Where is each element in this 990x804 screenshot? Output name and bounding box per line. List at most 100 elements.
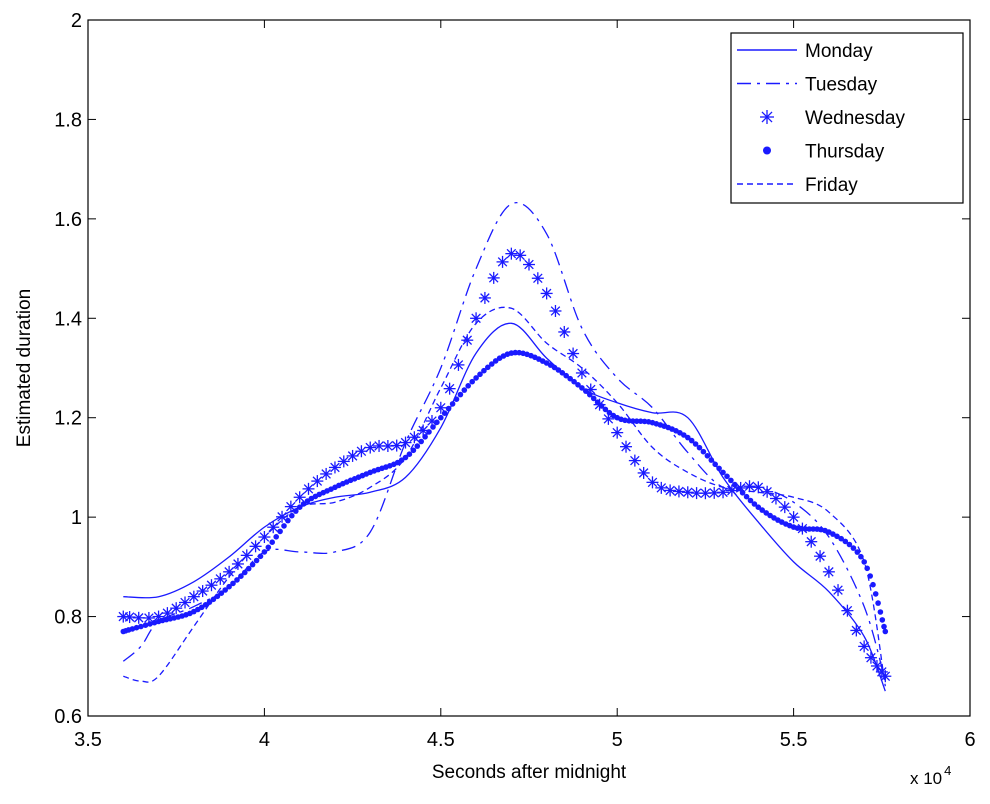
series-wednesday-marker <box>540 287 553 300</box>
series-thursday-marker <box>681 432 687 438</box>
series-thursday-marker <box>587 391 593 398</box>
series-thursday-marker <box>449 401 456 407</box>
series-wednesday-marker <box>531 272 544 285</box>
legend-swatch-thursday <box>763 146 771 155</box>
series-thursday-marker <box>590 395 597 402</box>
series-thursday-marker <box>700 448 707 455</box>
series-thursday-marker <box>571 378 577 385</box>
series-wednesday-marker <box>505 247 518 260</box>
series-thursday-marker <box>720 469 726 476</box>
series-thursday-marker <box>281 523 287 529</box>
series-wednesday-marker <box>690 487 703 500</box>
series-thursday-marker <box>234 577 240 583</box>
series-thursday-marker <box>598 403 605 409</box>
series-thursday-marker <box>249 561 256 568</box>
series-thursday-marker <box>422 434 428 440</box>
series-thursday-marker <box>206 599 213 605</box>
legend-swatch-wednesday <box>760 110 774 124</box>
series-wednesday-marker <box>655 481 668 494</box>
y-tick-label: 1 <box>71 507 82 529</box>
series-thursday-marker <box>716 465 722 472</box>
series-wednesday-marker <box>461 334 474 347</box>
y-tick-label: 1.6 <box>54 209 82 231</box>
series-thursday-marker <box>806 526 813 532</box>
series-wednesday-marker <box>628 454 641 467</box>
series-wednesday-marker <box>355 445 368 458</box>
series-wednesday-marker <box>752 481 765 494</box>
series-thursday-marker <box>489 361 495 367</box>
series-thursday-marker <box>838 535 844 542</box>
series-wednesday-marker <box>364 441 377 454</box>
series-wednesday-marker <box>717 486 730 499</box>
series-thursday-marker <box>273 534 280 540</box>
series-wednesday-marker <box>558 325 571 338</box>
series-wednesday-marker <box>187 590 200 603</box>
series-thursday-marker <box>253 557 260 564</box>
series-wednesday-marker <box>870 659 883 672</box>
series-wednesday-marker <box>778 501 791 514</box>
series-thursday-marker <box>218 590 225 596</box>
series-thursday-marker <box>877 609 884 615</box>
series-thursday-marker <box>696 444 703 451</box>
x-tick-label: 4.5 <box>427 729 455 751</box>
series-thursday-marker <box>747 497 754 504</box>
series-wednesday-marker <box>328 461 341 474</box>
series-wednesday-marker <box>822 565 835 578</box>
series-thursday-marker <box>602 406 609 413</box>
series-wednesday-marker <box>311 475 324 488</box>
series-thursday-marker <box>277 528 283 535</box>
series-thursday-marker <box>438 414 444 421</box>
series-wednesday-marker <box>132 611 145 624</box>
series-thursday-marker <box>872 591 879 597</box>
series-wednesday-marker <box>214 572 227 585</box>
series-thursday-marker <box>739 490 746 496</box>
series-thursday-marker <box>567 375 573 382</box>
series-thursday-marker <box>759 507 765 513</box>
series-thursday-marker <box>850 545 857 551</box>
series-wednesday-marker <box>523 258 535 271</box>
series-thursday-marker <box>226 583 232 590</box>
series-thursday-marker <box>606 409 613 416</box>
series-thursday-marker <box>441 410 448 417</box>
series-wednesday-marker <box>302 482 315 495</box>
series-thursday-marker <box>802 526 809 532</box>
series-thursday-marker <box>257 553 264 560</box>
series-thursday-marker <box>261 549 268 555</box>
x-axis-multiplier: x 10 4 <box>910 763 951 788</box>
series-thursday-marker <box>434 419 440 426</box>
series-wednesday-marker <box>858 640 871 653</box>
series-thursday-marker <box>238 573 244 579</box>
series-thursday-marker <box>242 569 248 576</box>
series-thursday-marker <box>426 429 432 435</box>
series-thursday-marker <box>138 623 144 630</box>
series-thursday-marker <box>630 418 636 424</box>
series-wednesday-marker <box>832 584 845 597</box>
series-thursday-marker <box>755 504 762 511</box>
series-thursday-marker <box>133 624 140 631</box>
series-thursday-marker <box>430 424 436 430</box>
series-thursday-marker <box>296 504 303 511</box>
series-thursday-marker <box>469 378 476 385</box>
legend: Monday Tuesday Wednesday Thursday Friday <box>730 32 964 204</box>
series-thursday-marker <box>445 405 452 412</box>
series-thursday-marker <box>870 581 876 588</box>
series-thursday-marker <box>846 541 853 548</box>
series-thursday-marker <box>830 531 836 537</box>
legend-box <box>730 32 964 204</box>
series-wednesday-marker <box>425 415 438 428</box>
series-wednesday-marker <box>231 557 244 570</box>
series-thursday-marker <box>685 434 691 441</box>
plot-area-frame <box>87 19 971 717</box>
series-thursday-marker <box>583 388 589 394</box>
series-wednesday-marker <box>205 579 218 592</box>
series-thursday-marker <box>485 364 491 371</box>
series-wednesday-marker <box>805 535 818 548</box>
x-tick-label: 3.5 <box>74 729 102 751</box>
series-thursday-marker <box>728 477 734 484</box>
series-thursday-marker <box>861 559 867 565</box>
series-thursday-marker <box>418 438 425 445</box>
series-thursday-marker <box>465 383 472 389</box>
axis-ticks: 3.5 4 4.5 5 5.5 6 0.6 0.8 1 1.2 1.4 1.6 1.8 2 <box>54 10 975 751</box>
series-thursday-marker <box>481 367 487 374</box>
